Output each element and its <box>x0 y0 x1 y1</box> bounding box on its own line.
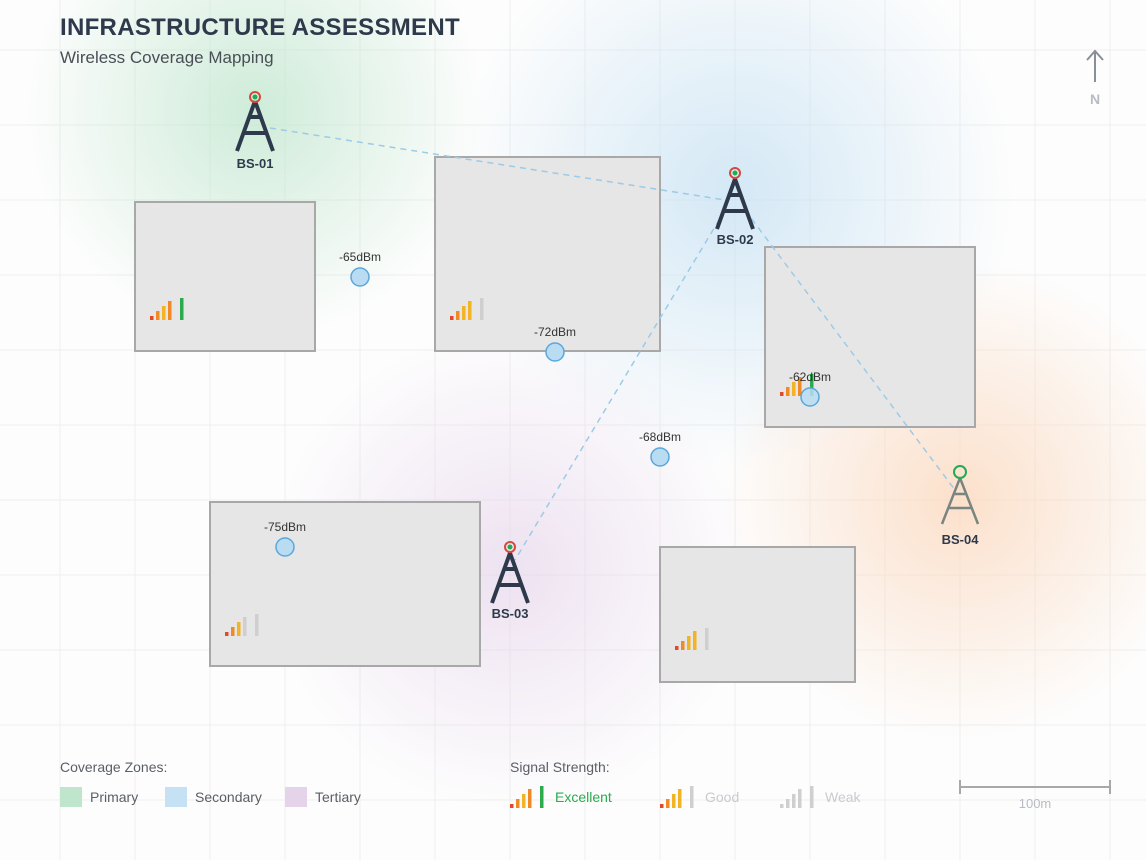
tower-icon <box>235 100 275 152</box>
compass-label: N <box>1089 91 1101 107</box>
measurement-point[interactable]: -75dBm <box>264 520 306 557</box>
link-bs02-bs04 <box>744 209 956 491</box>
page-subtitle: Wireless Coverage Mapping <box>60 48 274 67</box>
signal-bars-icon <box>225 614 259 636</box>
buildings <box>134 156 976 683</box>
measurement-marker[interactable] <box>350 267 370 287</box>
base-station-label: BS-02 <box>717 232 754 247</box>
base-stations: BS-01 BS-02 BS-03 <box>235 91 980 621</box>
measurement-marker[interactable] <box>800 387 820 407</box>
tower-icon <box>940 477 980 525</box>
legend-zone-tertiary: Tertiary <box>315 789 361 805</box>
signal-bars-icon <box>780 374 814 396</box>
antenna-icon <box>504 541 516 553</box>
measurement-marker[interactable] <box>650 447 670 467</box>
building-signal-bars <box>150 298 814 650</box>
base-station-label: BS-04 <box>942 532 980 547</box>
measurement-marker[interactable] <box>275 537 295 557</box>
scale-bar: 100m <box>958 778 1112 818</box>
base-station-bs04[interactable]: BS-04 <box>940 465 980 547</box>
base-station-bs02[interactable]: BS-02 <box>715 167 755 247</box>
building-3[interactable] <box>764 246 976 428</box>
signal-weak-icon <box>780 786 814 808</box>
signal-good-icon <box>660 786 694 808</box>
measurement-label: -72dBm <box>534 325 576 339</box>
link-bs02-bs03 <box>514 209 726 561</box>
legend-swatch-tertiary <box>285 787 307 807</box>
measurement-label: -68dBm <box>639 430 681 444</box>
measurement-points: -65dBm -72dBm -62dBm -68dBm -75dBm <box>264 250 831 557</box>
legend-signal-good: Good <box>705 789 740 805</box>
compass: N <box>1080 48 1110 107</box>
antenna-icon <box>953 465 967 479</box>
legend-signal-title: Signal Strength: <box>510 759 610 775</box>
legend-graphics <box>60 780 1111 808</box>
antenna-icon <box>249 91 261 103</box>
building-5[interactable] <box>659 546 856 683</box>
measurement-label: -62dBm <box>789 370 831 384</box>
legend-signal-excellent: Excellent <box>555 789 612 805</box>
page-title: INFRASTRUCTURE ASSESSMENT <box>60 14 460 41</box>
signal-bars-icon <box>150 298 184 320</box>
building-2[interactable] <box>434 156 661 352</box>
antenna-icon <box>729 167 741 179</box>
signal-bars-icon <box>675 628 709 650</box>
legend-zone-primary: Primary <box>90 789 139 805</box>
legend-swatch-primary <box>60 787 82 807</box>
base-station-label: BS-01 <box>237 156 274 171</box>
measurement-marker[interactable] <box>545 342 565 362</box>
legend-signal-weak: Weak <box>825 789 861 805</box>
measurement-point[interactable]: -68dBm <box>639 430 681 467</box>
legend-zones-title: Coverage Zones: <box>60 759 168 775</box>
building-1[interactable] <box>134 201 316 352</box>
base-station-label: BS-03 <box>492 606 529 621</box>
backhaul-links <box>269 127 956 561</box>
base-station-bs03[interactable]: BS-03 <box>490 541 530 621</box>
tower-icon <box>715 178 755 230</box>
scale-bar-icon <box>959 780 1111 794</box>
scale-label: 100m <box>1018 796 1052 811</box>
measurement-point[interactable]: -65dBm <box>339 250 381 287</box>
legend-swatch-secondary <box>165 787 187 807</box>
signal-excellent-icon <box>510 786 544 808</box>
measurement-label: -75dBm <box>264 520 306 534</box>
measurement-point[interactable]: -72dBm <box>534 325 576 362</box>
building-4[interactable] <box>209 501 481 667</box>
measurement-point[interactable]: -62dBm <box>789 370 831 407</box>
legend-zone-secondary: Secondary <box>195 789 262 805</box>
tower-icon <box>490 552 530 604</box>
coverage-zones <box>25 0 1146 810</box>
base-station-bs01[interactable]: BS-01 <box>235 91 275 171</box>
measurement-label: -65dBm <box>339 250 381 264</box>
north-arrow-icon <box>1086 49 1104 82</box>
signal-bars-icon <box>450 298 484 320</box>
